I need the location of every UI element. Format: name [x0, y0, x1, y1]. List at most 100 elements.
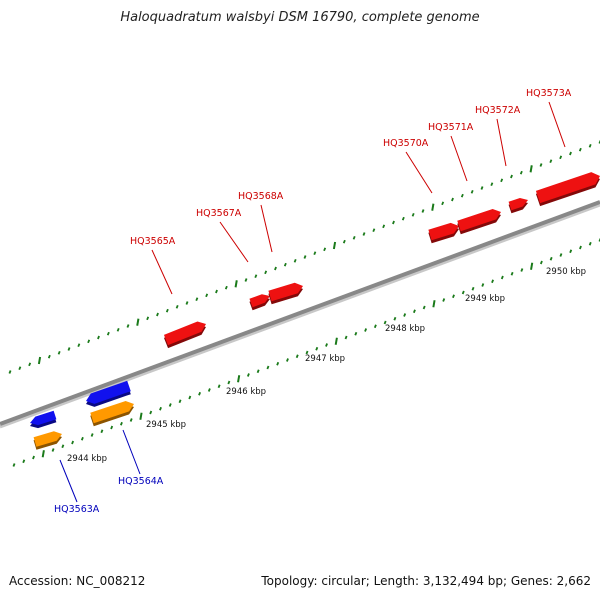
scale-tick	[325, 343, 328, 347]
scale-tick	[352, 235, 356, 240]
forward-gene-arrow	[535, 172, 600, 207]
genome-summary-text: Topology: circular; Length: 3,132,494 bp…	[261, 574, 591, 588]
forward-tick-row	[8, 140, 600, 374]
gene-leader-line	[260, 204, 273, 253]
scale-tick	[471, 286, 475, 291]
scale-tick	[403, 313, 407, 317]
forward-gene-arrow-face	[163, 321, 206, 346]
scale-tick	[323, 247, 327, 252]
scale-tick	[470, 189, 474, 194]
scale-tick	[77, 343, 81, 348]
reverse-tick-row	[12, 238, 600, 467]
scale-tick	[244, 278, 248, 282]
backbone-line	[0, 200, 600, 426]
gene-leader-line	[405, 151, 433, 194]
scale-tick	[18, 366, 22, 371]
forward-gene-arrow	[428, 222, 459, 244]
scale-tick	[295, 354, 299, 359]
forward-gene-arrow-face	[508, 197, 528, 211]
scale-label: 2947 kbp	[305, 354, 345, 364]
scale-tick	[539, 163, 543, 167]
gene-label: HQ3563A	[54, 504, 100, 515]
reverse-gene-arrow-face	[86, 380, 131, 404]
scale-tick	[422, 305, 426, 310]
gene-label: HQ3564A	[118, 476, 164, 487]
scale-tick	[411, 212, 415, 217]
scale-tick	[286, 358, 289, 362]
map-title: Haloquadratum walsbyi DSM 16790, complet…	[120, 10, 480, 25]
forward-gene-arrow-face	[428, 222, 459, 241]
scale-tick	[8, 370, 12, 374]
scale-tick	[215, 289, 218, 294]
scale-tick	[383, 320, 387, 325]
scale-tick	[461, 290, 465, 295]
scale-label: 2950 kbp	[546, 267, 586, 277]
scale-tick	[520, 268, 524, 272]
forward-gene-arrow	[508, 197, 528, 214]
scale-label: 2946 kbp	[226, 387, 266, 397]
scale-tick	[529, 165, 533, 173]
scale-tick	[156, 312, 159, 317]
scale-tick	[237, 375, 241, 383]
scale-tick	[254, 274, 258, 279]
reverse-gene-arrow-face	[30, 410, 57, 426]
scale-tick	[303, 255, 307, 259]
scale-tick	[256, 369, 260, 374]
rna-gene-arrow-face	[90, 400, 134, 424]
scale-tick	[431, 203, 435, 211]
scale-tick	[266, 365, 270, 370]
scale-label: 2945 kbp	[146, 420, 186, 430]
scale-tick	[588, 241, 592, 246]
scale-tick	[559, 253, 563, 257]
gene-label: HQ3570A	[383, 138, 429, 149]
scale-tick	[490, 182, 494, 187]
scale-tick	[116, 327, 120, 332]
scale-tick	[393, 316, 397, 321]
scale-tick	[549, 256, 553, 261]
scale-tick	[234, 280, 238, 288]
forward-gene-arrow-face	[457, 208, 501, 232]
scale-tick	[165, 308, 169, 313]
scale-tick	[412, 309, 416, 314]
scale-tick	[227, 380, 231, 385]
scale-tick	[530, 262, 534, 270]
scale-tick	[274, 266, 277, 271]
scale-tick	[136, 318, 140, 326]
scale-tick	[61, 444, 65, 449]
scale-tick	[481, 283, 485, 287]
scale-tick	[175, 304, 179, 309]
gene-leader-line	[496, 118, 507, 167]
scale-tick	[37, 356, 42, 365]
scale-tick	[80, 436, 84, 441]
scale-tick	[452, 294, 455, 299]
scale-tick	[569, 151, 572, 156]
forward-gene-arrow-face	[249, 294, 270, 308]
gene-leader-line	[450, 135, 468, 182]
scale-tick	[283, 262, 287, 267]
gene-leader-line	[548, 101, 566, 148]
scale-tick	[344, 335, 348, 340]
scale-tick	[460, 193, 464, 198]
scale-tick	[588, 143, 592, 148]
scale-tick	[491, 279, 495, 284]
scale-tick	[510, 271, 514, 276]
scale-tick	[569, 249, 573, 254]
scale-tick	[539, 260, 543, 265]
scale-tick	[129, 418, 133, 422]
scale-tick	[149, 410, 153, 415]
scale-tick	[185, 301, 189, 305]
forward-gene-arrow	[457, 208, 501, 235]
scale-tick	[51, 448, 55, 452]
gene-label: HQ3568A	[238, 191, 284, 202]
scale-tick	[421, 209, 425, 213]
scale-tick	[480, 186, 484, 190]
forward-gene-arrow-face	[535, 172, 600, 204]
scale-tick	[22, 459, 26, 464]
scale-tick	[441, 201, 445, 206]
gene-label: HQ3572A	[475, 105, 521, 116]
reverse-gene-arrow	[86, 380, 131, 407]
scale-tick	[205, 293, 209, 298]
scale-tick	[178, 399, 182, 404]
scale-tick	[442, 298, 446, 302]
